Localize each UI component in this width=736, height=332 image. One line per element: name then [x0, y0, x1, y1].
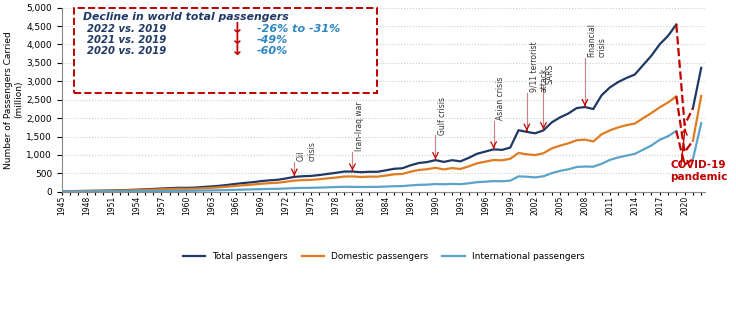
Line: Total passengers: Total passengers	[62, 25, 676, 192]
Text: ↓: ↓	[230, 32, 243, 47]
Line: Domestic passengers: Domestic passengers	[62, 96, 676, 192]
Text: -26% to -31%: -26% to -31%	[257, 24, 340, 34]
Text: -60%: -60%	[257, 46, 289, 56]
Total passengers	[548, 121, 556, 124]
Total passengers	[539, 128, 548, 132]
Total passengers	[107, 189, 116, 193]
Text: SARS: SARS	[546, 64, 555, 84]
Text: 2020 vs. 2019: 2020 vs. 2019	[87, 46, 166, 56]
Text: Financial
crisis: Financial crisis	[587, 23, 607, 57]
International passengers	[672, 129, 681, 133]
Text: ↓: ↓	[230, 21, 243, 36]
International passengers	[57, 190, 66, 194]
Legend: Total passengers, Domestic passengers, International passengers: Total passengers, Domestic passengers, I…	[179, 248, 588, 265]
Total passengers	[57, 190, 66, 194]
Total passengers	[564, 112, 573, 116]
Domestic passengers	[523, 152, 531, 156]
Total passengers	[606, 85, 615, 89]
Text: Gulf crisis: Gulf crisis	[438, 97, 447, 135]
Line: International passengers: International passengers	[62, 131, 676, 192]
Text: ↓: ↓	[230, 43, 243, 58]
Domestic passengers	[672, 94, 681, 98]
International passengers	[539, 174, 548, 178]
FancyBboxPatch shape	[74, 8, 378, 93]
Domestic passengers	[539, 151, 548, 155]
International passengers	[523, 175, 531, 179]
Text: 2022 vs. 2019: 2022 vs. 2019	[87, 24, 166, 34]
Total passengers	[523, 130, 531, 134]
Y-axis label: Number of Passengers Carried
(million): Number of Passengers Carried (million)	[4, 31, 24, 169]
International passengers	[564, 167, 573, 171]
Domestic passengers	[107, 189, 116, 193]
International passengers	[548, 171, 556, 175]
Text: 9/11 terrorist
attack: 9/11 terrorist attack	[529, 42, 549, 92]
Domestic passengers	[606, 128, 615, 132]
Domestic passengers	[548, 146, 556, 150]
Text: Decline in world total passengers: Decline in world total passengers	[82, 13, 289, 23]
Text: COVID-19
pandemic: COVID-19 pandemic	[670, 160, 728, 182]
Text: Iran-Iraq war: Iran-Iraq war	[355, 102, 364, 151]
Text: 2021 vs. 2019: 2021 vs. 2019	[87, 35, 166, 45]
Text: Oil
crisis: Oil crisis	[297, 141, 316, 161]
Text: -49%: -49%	[257, 35, 289, 45]
Domestic passengers	[564, 141, 573, 145]
International passengers	[606, 158, 615, 162]
Total passengers	[672, 23, 681, 27]
Domestic passengers	[57, 190, 66, 194]
Text: Asian crisis: Asian crisis	[496, 77, 505, 120]
International passengers	[107, 190, 116, 194]
